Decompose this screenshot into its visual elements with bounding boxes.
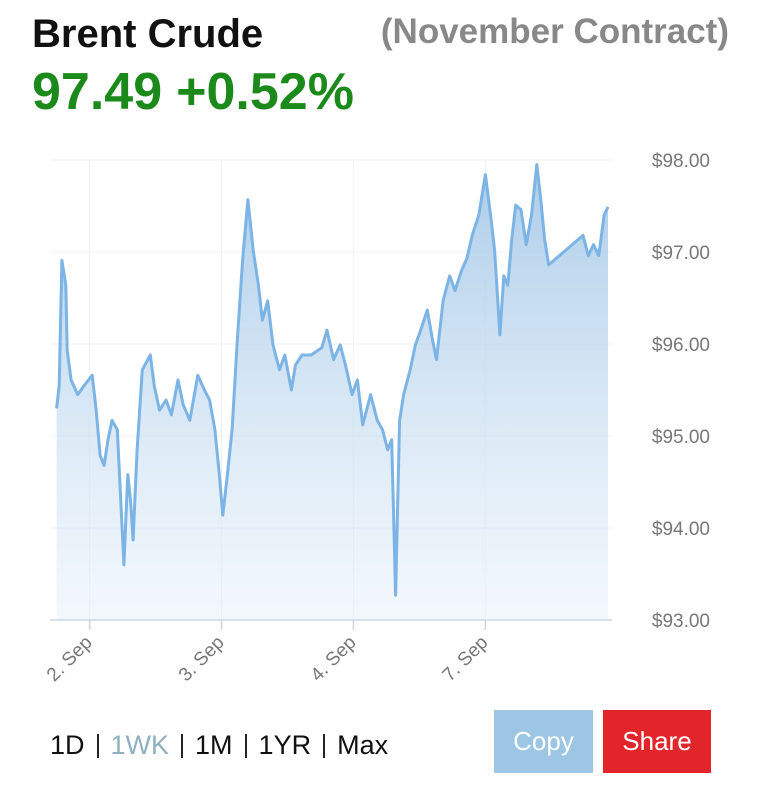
y-tick-label: $95.00 — [652, 427, 710, 448]
x-tick-label: 7. Sep — [439, 632, 493, 686]
range-selector: 1D 1WK 1M 1YR Max — [50, 730, 388, 761]
y-tick-label: $94.00 — [652, 519, 710, 540]
separator — [181, 733, 184, 758]
range-option[interactable]: 1M — [195, 730, 233, 760]
y-tick-label: $98.00 — [652, 151, 710, 172]
area — [56, 164, 609, 620]
line — [55, 163, 610, 597]
separator — [323, 733, 326, 758]
chart: $93.00 $94.00 $95.00 $96.00 $97.00 $98.00 2. S… — [43, 151, 710, 686]
title: Brent Crude — [32, 12, 264, 56]
x-tick-label: 2. Sep — [43, 632, 97, 686]
range-option[interactable]: 1D — [50, 730, 85, 760]
separator — [244, 733, 247, 758]
share-button[interactable]: Share — [603, 710, 711, 773]
copy-button[interactable]: Copy — [494, 710, 593, 773]
range-option[interactable]: Max — [337, 730, 389, 760]
range-option[interactable]: 1YR — [258, 730, 312, 760]
subtitle: (November Contract) — [380, 12, 729, 51]
separator — [96, 733, 99, 758]
y-tick-label: $97.00 — [652, 243, 710, 264]
y-tick-label: $93.00 — [652, 611, 710, 632]
x-tick-label: 3. Sep — [175, 632, 229, 686]
y-tick-label: $96.00 — [652, 335, 710, 356]
change: +0.52% — [176, 63, 354, 121]
price: 97.49 — [32, 63, 163, 121]
quote: 97.49 +0.52% — [32, 62, 354, 122]
range-option[interactable]: 1WK — [110, 730, 170, 760]
x-tick-label: 4. Sep — [307, 632, 361, 686]
